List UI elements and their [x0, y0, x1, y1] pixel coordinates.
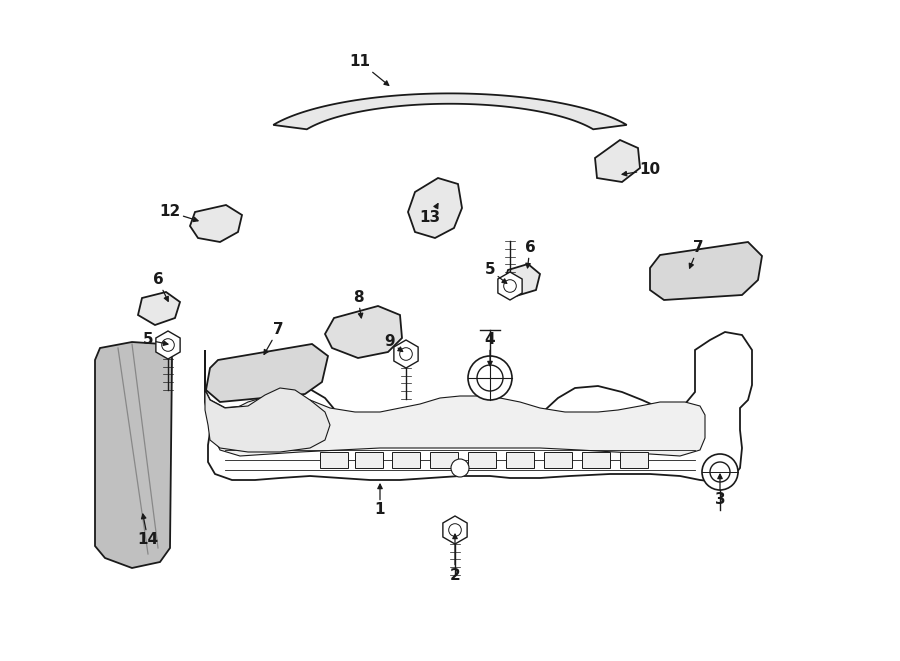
Circle shape: [468, 356, 512, 400]
Polygon shape: [138, 292, 180, 325]
Text: 6: 6: [525, 241, 535, 268]
Polygon shape: [394, 340, 418, 368]
Polygon shape: [206, 344, 328, 402]
Text: 13: 13: [419, 204, 441, 225]
Polygon shape: [95, 342, 172, 568]
Circle shape: [400, 348, 412, 360]
Polygon shape: [190, 205, 242, 242]
Text: 4: 4: [485, 332, 495, 366]
Text: 7: 7: [689, 241, 703, 268]
Text: 3: 3: [715, 474, 725, 508]
Polygon shape: [156, 331, 180, 359]
Circle shape: [710, 462, 730, 482]
Text: 5: 5: [143, 332, 168, 348]
Polygon shape: [650, 242, 762, 300]
Polygon shape: [215, 396, 705, 456]
Polygon shape: [498, 272, 522, 300]
Polygon shape: [620, 452, 648, 468]
Circle shape: [449, 524, 462, 536]
Polygon shape: [582, 452, 610, 468]
Polygon shape: [355, 452, 383, 468]
Text: 8: 8: [353, 290, 364, 318]
Text: 2: 2: [450, 534, 461, 582]
Polygon shape: [468, 452, 496, 468]
Circle shape: [702, 454, 738, 490]
Polygon shape: [408, 178, 462, 238]
Polygon shape: [544, 452, 572, 468]
Text: 6: 6: [153, 272, 168, 301]
Polygon shape: [205, 388, 330, 452]
Text: 7: 7: [264, 323, 284, 354]
Polygon shape: [443, 516, 467, 544]
Text: 1: 1: [374, 484, 385, 518]
Polygon shape: [392, 452, 420, 468]
Text: 12: 12: [159, 204, 198, 221]
Text: 10: 10: [622, 163, 661, 178]
Polygon shape: [325, 306, 402, 358]
Polygon shape: [506, 452, 534, 468]
Polygon shape: [320, 452, 348, 468]
Text: 5: 5: [485, 262, 507, 284]
Polygon shape: [595, 140, 640, 182]
Polygon shape: [274, 93, 626, 130]
Text: 11: 11: [349, 54, 389, 85]
Text: 9: 9: [384, 334, 402, 352]
Polygon shape: [430, 452, 458, 468]
Circle shape: [477, 365, 503, 391]
Polygon shape: [503, 264, 540, 296]
Circle shape: [504, 280, 517, 292]
Circle shape: [162, 338, 175, 351]
Circle shape: [451, 459, 469, 477]
Text: 14: 14: [138, 514, 158, 547]
Polygon shape: [205, 332, 752, 482]
